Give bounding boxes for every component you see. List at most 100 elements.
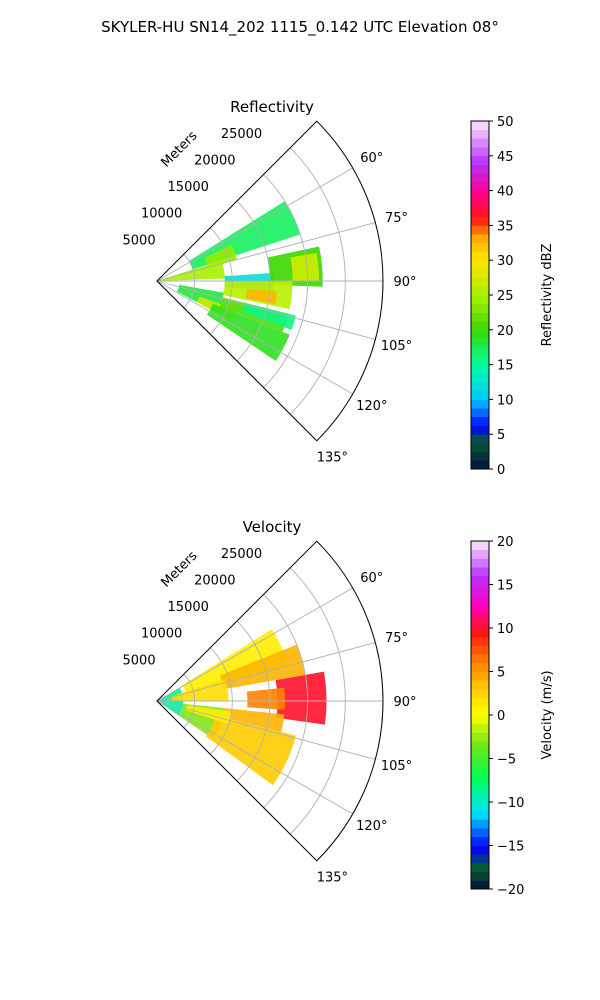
reflectivity-azimuth-spoke — [156, 280, 376, 340]
velocity-colorbar-band — [471, 749, 489, 759]
velocity-azimuth-spoke — [156, 642, 376, 702]
reflectivity-colorbar-band — [471, 434, 489, 444]
reflectivity-colorbar-tick-label: 50 — [497, 115, 514, 130]
velocity-colorbar-band — [471, 715, 489, 725]
velocity-azimuth-tick-label: 90° — [393, 695, 416, 710]
velocity-colorbar-band — [471, 688, 489, 698]
velocity-colorbar-band — [471, 601, 489, 611]
reflectivity-colorbar-tick-label: 20 — [497, 324, 514, 339]
velocity-colorbar-band — [471, 819, 489, 829]
reflectivity-colorbar-band — [471, 260, 489, 270]
reflectivity-colorbar-band — [471, 268, 489, 278]
reflectivity-colorbar-band — [471, 164, 489, 174]
reflectivity-colorbar-label: Reflectivity dBZ — [540, 244, 555, 347]
velocity-colorbar-band — [471, 610, 489, 620]
reflectivity-azimuth-tick-label: 60° — [360, 151, 383, 166]
reflectivity-colorbar-band — [471, 390, 489, 400]
velocity-echo-region — [275, 671, 327, 725]
reflectivity-colorbar-band — [471, 408, 489, 418]
reflectivity-colorbar-band — [471, 286, 489, 296]
velocity-echo-region — [246, 687, 286, 710]
velocity-colorbar-band — [471, 584, 489, 594]
velocity-colorbar-band — [471, 697, 489, 707]
velocity-range-tick-label: 25000 — [221, 547, 262, 562]
reflectivity-colorbar-band — [471, 329, 489, 339]
reflectivity-azimuth-spoke — [156, 222, 376, 282]
reflectivity-range-tick-label: 25000 — [221, 127, 262, 142]
velocity-azimuth-tick-label: 60° — [360, 571, 383, 586]
reflectivity-colorbar-band — [471, 225, 489, 235]
reflectivity-colorbar-band — [471, 138, 489, 148]
velocity-colorbar-band — [471, 732, 489, 742]
reflectivity-colorbar-band — [471, 216, 489, 226]
reflectivity-grid — [156, 120, 384, 442]
reflectivity-colorbar-tick-label: 0 — [497, 463, 505, 478]
reflectivity-colorbar-tick-label: 10 — [497, 393, 514, 408]
reflectivity-range-tick-label: 10000 — [141, 207, 182, 222]
reflectivity-colorbar-band — [471, 451, 489, 461]
reflectivity-title: Reflectivity — [230, 98, 314, 116]
reflectivity-azimuth-spoke — [156, 167, 353, 282]
reflectivity-colorbar-tick-label: 40 — [497, 185, 514, 200]
velocity-echo-region — [182, 629, 288, 694]
velocity-colorbar-band — [471, 628, 489, 638]
reflectivity-range-tick-label: 5000 — [123, 233, 156, 248]
reflectivity-colorbar-band — [471, 442, 489, 452]
velocity-colorbar-band — [471, 828, 489, 838]
reflectivity-colorbar-band — [471, 155, 489, 165]
velocity-colorbar-band — [471, 802, 489, 812]
velocity-colorbar-tick-label: −10 — [497, 796, 524, 811]
reflectivity-azimuth-tick-label: 135° — [317, 450, 348, 465]
reflectivity-colorbar-band — [471, 190, 489, 200]
reflectivity-colorbar-band — [471, 303, 489, 313]
reflectivity-colorbar-band — [471, 147, 489, 157]
velocity-colorbar-band — [471, 567, 489, 577]
reflectivity-echo-region — [290, 252, 319, 281]
velocity-colorbar-band — [471, 549, 489, 559]
reflectivity-colorbar-band — [471, 208, 489, 218]
reflectivity-axis-labels: 60° 75° 90° 105° 120° 135° 5000 10000 15000 20000… — [123, 127, 417, 466]
reflectivity-colorbar-band — [471, 355, 489, 365]
velocity-colorbar-tick-label: 0 — [497, 709, 505, 724]
velocity-colorbar-band — [471, 784, 489, 794]
reflectivity-colorbar-band — [471, 347, 489, 357]
velocity-colorbar-tick-label: 10 — [497, 622, 514, 637]
velocity-colorbar-band — [471, 662, 489, 672]
reflectivity-colorbar-band — [471, 121, 489, 131]
velocity-colorbar-band — [471, 575, 489, 585]
reflectivity-colorbar: 0 5 10 15 20 25 30 35 40 45 50 Reflectivity dBZ — [470, 115, 555, 478]
velocity-colorbar-band — [471, 741, 489, 751]
reflectivity-colorbar-band — [471, 373, 489, 383]
velocity-range-tick-label: 10000 — [141, 627, 182, 642]
reflectivity-colorbar-tick-label: 15 — [497, 359, 514, 374]
velocity-colorbar-band — [471, 854, 489, 864]
velocity-azimuth-tick-label: 105° — [381, 759, 412, 774]
velocity-azimuth-tick-label: 120° — [356, 819, 387, 834]
velocity-colorbar-band — [471, 810, 489, 820]
reflectivity-azimuth-spoke — [156, 280, 353, 395]
reflectivity-colorbar-band — [471, 234, 489, 244]
velocity-colorbar-band — [471, 706, 489, 716]
velocity-range-tick-label: 15000 — [168, 600, 209, 615]
reflectivity-colorbar-band — [471, 364, 489, 374]
reflectivity-colorbar-band — [471, 338, 489, 348]
velocity-colorbar-band — [471, 723, 489, 733]
reflectivity-panel: Reflectivity 60° 75° 90° 105° 120° 135° 5000 10… — [123, 98, 555, 478]
velocity-colorbar-band — [471, 645, 489, 655]
velocity-colorbar-band — [471, 541, 489, 551]
reflectivity-colorbar-band — [471, 173, 489, 183]
reflectivity-colorbar-band — [471, 251, 489, 261]
velocity-azimuth-tick-label: 75° — [385, 631, 408, 646]
velocity-colorbar: −20 −15 −10 −5 0 5 10 15 20 Velocity (m/s) — [470, 535, 555, 898]
velocity-colorbar-band — [471, 775, 489, 785]
figure-suptitle: SKYLER-HU SN14_202 1115_0.142 UTC Elevat… — [101, 18, 499, 37]
velocity-range-tick-label: 20000 — [194, 574, 235, 589]
reflectivity-colorbar-tick-label: 45 — [497, 150, 514, 165]
reflectivity-colorbar-band — [471, 312, 489, 322]
reflectivity-colorbar-band — [471, 321, 489, 331]
reflectivity-range-tick-label: 20000 — [194, 154, 235, 169]
velocity-colorbar-band — [471, 845, 489, 855]
reflectivity-colorbar-band — [471, 460, 489, 470]
reflectivity-colorbar-band — [471, 129, 489, 139]
